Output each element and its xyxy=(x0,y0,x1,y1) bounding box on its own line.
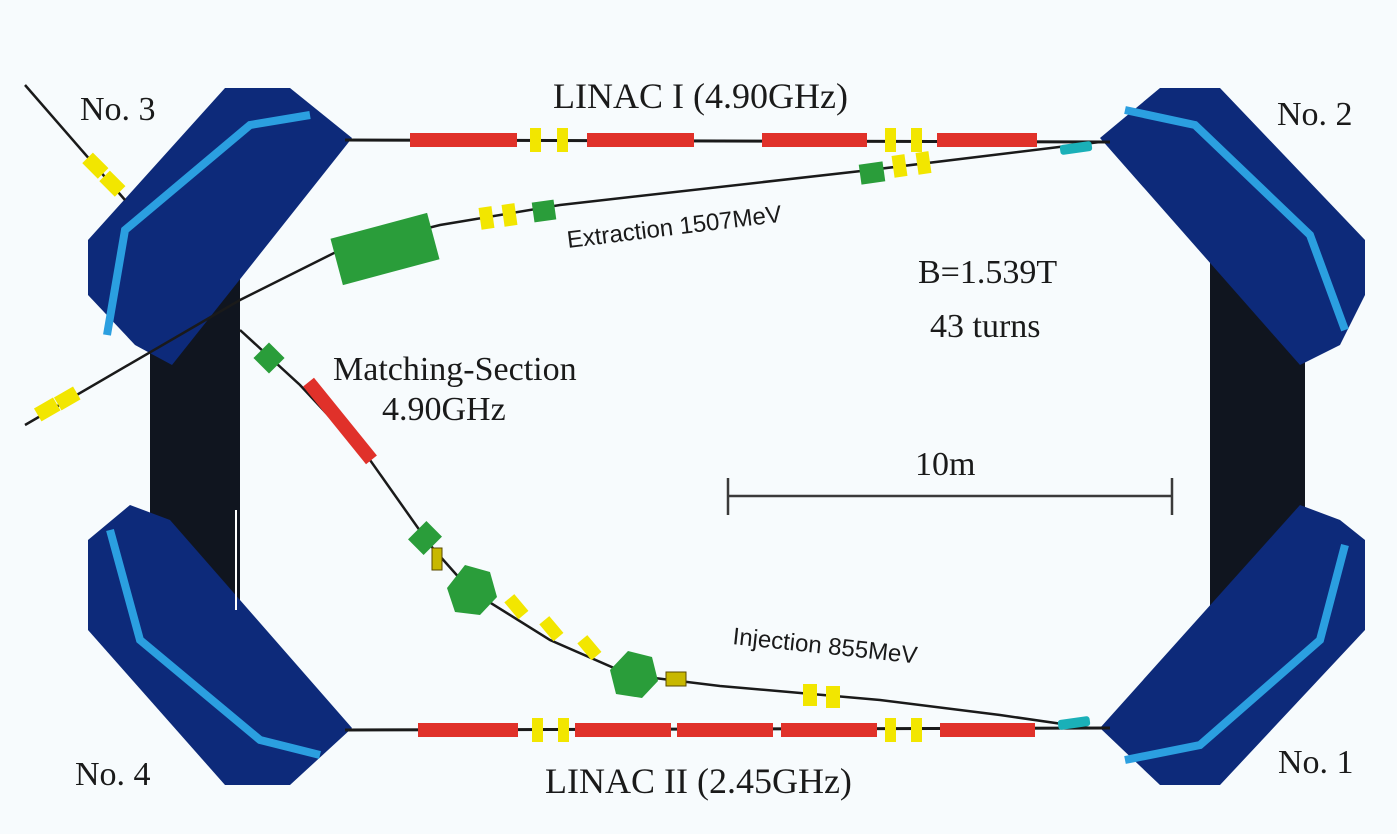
scale-bar xyxy=(726,478,1174,515)
accelerating-section xyxy=(762,133,867,147)
linac-2-sections xyxy=(418,723,1035,737)
quadrupole xyxy=(33,397,61,422)
solenoid xyxy=(610,651,658,698)
quadrupole xyxy=(803,684,817,706)
extraction-line-elements xyxy=(33,151,932,422)
field-label: B=1.539T xyxy=(918,254,1057,291)
dipole-magnet-1 xyxy=(1100,505,1365,785)
magnet-label-1: No. 1 xyxy=(1278,744,1354,781)
quadrupole xyxy=(911,128,922,152)
quadrupole xyxy=(99,170,126,197)
turns-label: 43 turns xyxy=(930,308,1041,345)
accelerating-section xyxy=(418,723,518,737)
extraction-label: Extraction 1507MeV xyxy=(565,201,783,254)
accelerating-section xyxy=(410,133,517,147)
matching-section-label: Matching-Section xyxy=(333,351,577,388)
quadrupole xyxy=(826,686,840,708)
quadrupole xyxy=(911,718,922,742)
quadrupole xyxy=(53,386,81,411)
quadrupole xyxy=(577,635,602,661)
quadrupole xyxy=(501,203,518,227)
injection-label: Injection 855MeV xyxy=(731,623,918,669)
accelerating-section xyxy=(587,133,694,147)
quadrupole xyxy=(915,151,932,175)
accelerating-section xyxy=(940,723,1035,737)
dipole-magnet-3 xyxy=(88,88,352,365)
magnet-label-4: No. 4 xyxy=(75,756,151,793)
quadrupole-pair xyxy=(665,671,687,687)
quadrupole xyxy=(478,206,495,230)
solenoid xyxy=(447,565,497,615)
steerer xyxy=(408,521,442,555)
quadrupole xyxy=(539,616,564,642)
quadrupole xyxy=(558,718,569,742)
quadrupole xyxy=(885,128,896,152)
scale-bar-label: 10m xyxy=(915,446,975,483)
injection-septum xyxy=(1057,716,1091,730)
extraction-dipole xyxy=(330,212,440,286)
accelerating-section xyxy=(937,133,1037,147)
linac-1-label: LINAC I (4.90GHz) xyxy=(553,76,848,116)
quadrupole xyxy=(504,594,529,620)
dipole-magnet-4 xyxy=(88,505,352,785)
linac-1-quadrupoles xyxy=(530,128,922,152)
linac-1-sections xyxy=(410,133,1037,147)
steerer xyxy=(531,199,557,223)
matching-accelerating-section xyxy=(303,377,377,465)
injection-line-elements xyxy=(253,342,840,708)
dipole-magnet-2 xyxy=(1100,88,1365,365)
quadrupole xyxy=(530,128,541,152)
injection-beamline xyxy=(239,329,1091,730)
quadrupole xyxy=(532,718,543,742)
accelerating-section xyxy=(781,723,877,737)
quadrupole xyxy=(557,128,568,152)
steerer xyxy=(253,342,285,374)
steerer xyxy=(858,161,886,185)
magnet-label-2: No. 2 xyxy=(1277,96,1353,133)
accelerating-section xyxy=(677,723,773,737)
accelerating-section xyxy=(575,723,671,737)
quadrupole xyxy=(891,154,908,178)
quadrupole-pair xyxy=(431,547,443,571)
matching-frequency-label: 4.90GHz xyxy=(382,391,506,428)
quadrupole xyxy=(82,152,109,179)
extraction-septum xyxy=(1059,141,1093,155)
quadrupole xyxy=(885,718,896,742)
linac-2-quadrupoles xyxy=(532,718,922,742)
linac-2-label: LINAC II (2.45GHz) xyxy=(545,761,852,801)
magnet-label-3: No. 3 xyxy=(80,91,156,128)
